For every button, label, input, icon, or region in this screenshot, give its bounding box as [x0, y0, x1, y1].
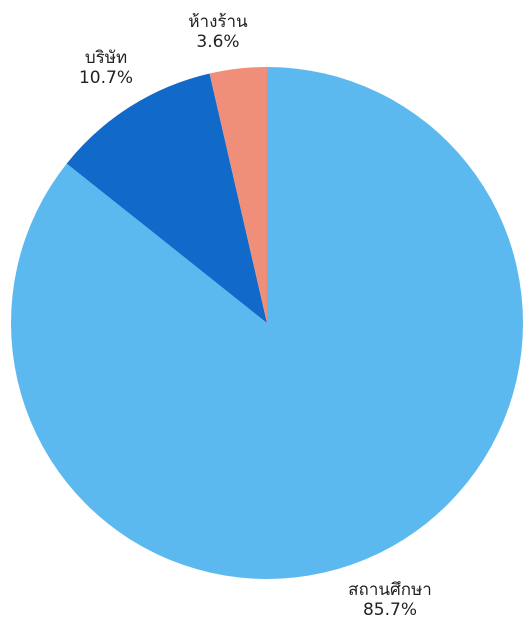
slice-label-companies-name: บริษัท [84, 48, 128, 68]
slice-label-shops-name: ห้างร้าน [188, 12, 248, 32]
pie-slice-shops [209, 67, 267, 323]
slice-label-companies-percent: 10.7% [78, 68, 133, 88]
slice-label-schools-percent: 85.7% [362, 600, 417, 619]
slice-label-shops: ห้างร้าน 3.6% [168, 12, 268, 52]
pie-slice-companies [66, 73, 268, 323]
slice-label-schools-name: สถานศึกษา [348, 580, 432, 600]
slice-label-shops-percent: 3.6% [196, 32, 240, 52]
slice-label-companies: บริษัท 10.7% [56, 48, 156, 88]
slice-label-schools: สถานศึกษา 85.7% [330, 580, 450, 619]
